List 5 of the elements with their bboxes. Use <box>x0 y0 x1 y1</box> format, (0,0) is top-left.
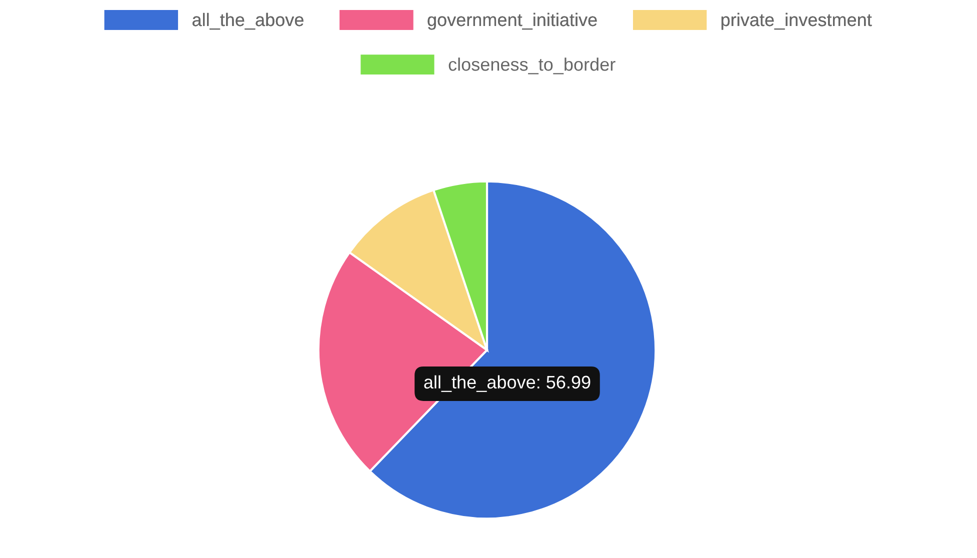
legend-label: all_the_above <box>192 12 304 30</box>
legend-label: government_initiative <box>428 12 597 30</box>
legend-label: private_investment <box>722 12 872 30</box>
data-label: all_the_above: 56.99 <box>424 375 590 392</box>
legend-label: closeness_to_border <box>448 58 616 74</box>
